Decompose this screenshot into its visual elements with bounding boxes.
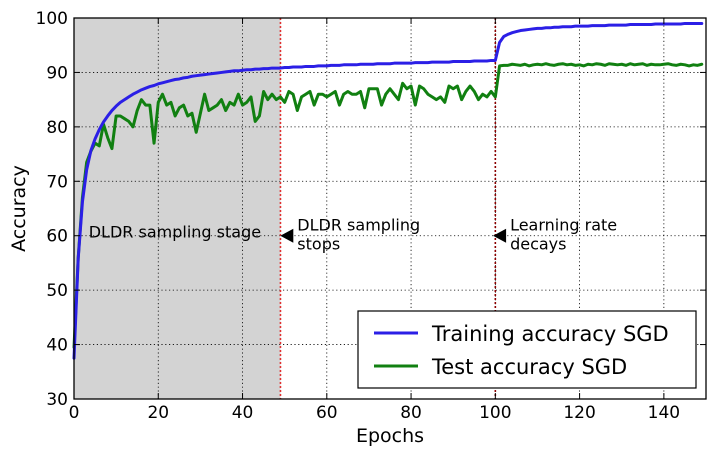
legend-box [357,310,697,389]
annot-layer: DLDR sampling stage DLDR sampling stops Lea… [89,216,617,254]
x-tick-label: 20 [147,403,169,423]
legend-entry-label: Training accuracy SGD [431,322,669,346]
tick-layer: 0 20 40 60 80 100 120 140 30 40 50 60 70 80 90 100 [36,9,706,423]
y-tick-label: 60 [46,227,68,247]
annotation-arrow [280,228,294,243]
y-tick-label: 50 [46,281,68,301]
plot-frame [73,17,707,400]
x-tick-label: 60 [316,403,338,423]
series-layer [72,21,704,360]
y-tick-label: 30 [46,390,68,410]
legend: Training accuracy SGD Test accuracy SGD [357,310,697,389]
y-tick-label: 40 [46,336,68,356]
annotation-text: DLDR sampling stops [297,216,420,254]
annotation-line: Learning rate [510,216,617,235]
y-tick-label: 100 [36,9,68,29]
y-tick-label: 70 [46,172,68,192]
shade-layer [74,18,281,399]
x-tick-label: 140 [648,403,680,423]
annotation-text: Learning rate decays [510,216,617,254]
annotation-text: DLDR sampling stage [89,222,261,241]
series-line-training-accuracy-sgd [72,21,704,360]
x-tick-label: 120 [563,403,595,423]
x-tick-label: 80 [400,403,422,423]
shaded-region [74,18,281,399]
x-axis-label: Epochs [356,425,424,447]
x-tick-label: 40 [232,403,254,423]
annotation-arrow [493,228,507,243]
y-tick-label: 90 [46,63,68,83]
series-line-test-accuracy-sgd [72,62,704,349]
x-tick-label: 100 [479,403,511,423]
annotation-line: DLDR sampling [297,216,420,235]
x-tick-label: 0 [69,403,80,423]
y-tick-label: 80 [46,118,68,138]
annotation-line: decays [510,235,566,254]
legend-entry-label: Test accuracy SGD [431,355,627,379]
y-axis-label: Accuracy [8,165,30,252]
annotation-line: stops [297,235,340,254]
